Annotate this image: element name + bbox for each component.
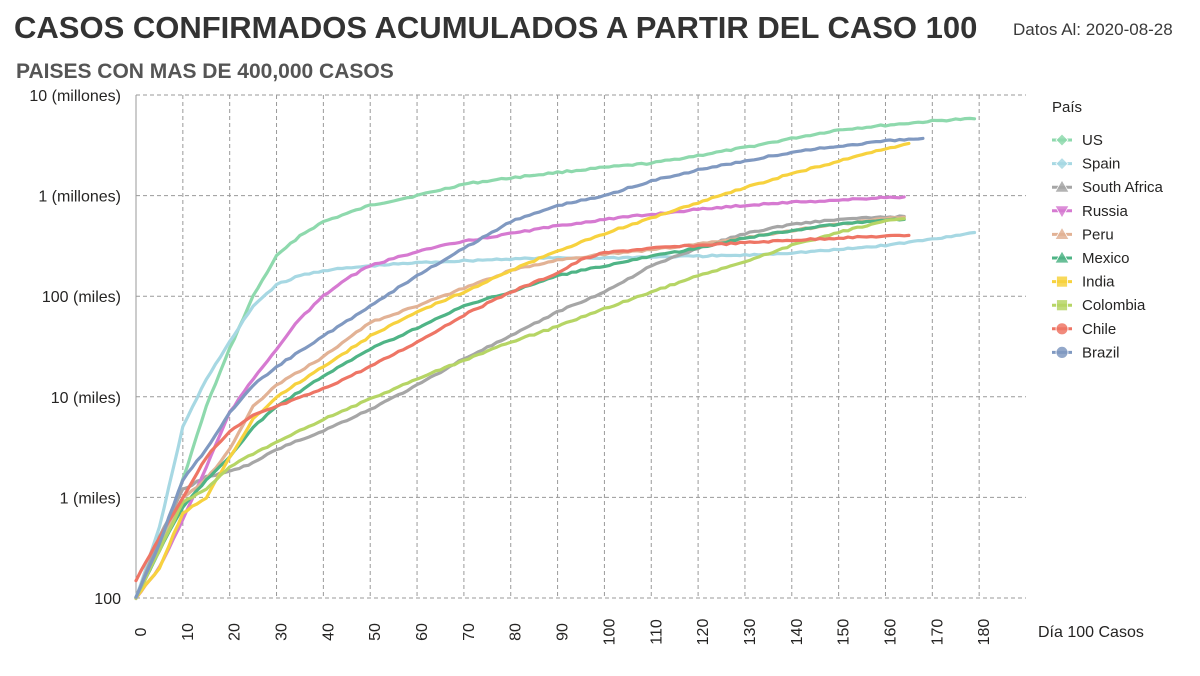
y-tick-label: 100 (miles) (42, 289, 121, 306)
legend-marker-triangle (1054, 226, 1070, 240)
series-line-us (134, 116, 977, 601)
series-line-chile (134, 233, 911, 583)
x-tick-label: 10 (180, 623, 197, 641)
legend-item-brazil (1052, 345, 1072, 359)
legend-label-russia: Russia (1082, 203, 1129, 220)
x-tick-label: 30 (274, 623, 291, 641)
x-tick-label: 120 (695, 619, 712, 646)
legend-label-chile: Chile (1082, 321, 1116, 338)
series-line-russia (134, 195, 906, 600)
x-tick-label: 0 (133, 627, 150, 636)
legend-marker-circle (1055, 322, 1069, 336)
y-tick-label: 10 (millones) (29, 88, 121, 105)
series-line-spain (134, 230, 977, 599)
data-date-label: Datos Al: 2020-08-28 (1013, 20, 1173, 39)
legend-label-peru: Peru (1082, 226, 1114, 243)
legend-item-mexico (1052, 250, 1072, 264)
legend-item-india (1052, 275, 1072, 288)
series-line-south-africa (134, 214, 906, 600)
legend-title: País (1052, 99, 1082, 116)
x-tick-label: 140 (789, 619, 806, 646)
series-lines (134, 116, 977, 601)
x-tick-label: 100 (601, 619, 618, 646)
x-tick-label: 50 (367, 623, 384, 641)
axes: 0 10 20 30 40 50 60 70 80 90 100 110 120 130 140 150 160… (29, 88, 1143, 645)
series-line-brazil (134, 136, 925, 599)
legend-label-spain: Spain (1082, 156, 1120, 173)
chart-subtitle: PAISES CON MAS DE 400,000 CASOS (16, 60, 394, 83)
legend-marker-diamond (1055, 157, 1069, 171)
legend-marker-square (1056, 299, 1068, 312)
legend-item-south-africa (1052, 179, 1072, 193)
x-tick-label: 40 (320, 623, 337, 641)
legend-label-brazil: Brazil (1082, 344, 1120, 361)
legend-item-spain (1052, 157, 1072, 171)
series-line-colombia (134, 217, 906, 600)
y-tick-label: 100 (94, 591, 121, 608)
y-tick-label: 1 (millones) (38, 189, 121, 206)
legend-label-us: US (1082, 132, 1103, 149)
series-line-peru (134, 215, 906, 601)
legend-label-mexico: Mexico (1082, 250, 1130, 267)
x-tick-label: 160 (882, 619, 899, 646)
y-tick-label: 1 (miles) (60, 490, 121, 507)
series-line-india (134, 141, 911, 600)
x-tick-label: 110 (648, 619, 665, 645)
legend-item-russia (1052, 205, 1072, 219)
legend-marker-triangle-down (1054, 205, 1070, 219)
x-tick-label: 170 (929, 619, 946, 646)
x-tick-label: 130 (742, 619, 759, 646)
legend-marker-triangle (1054, 250, 1070, 264)
legend-marker-square (1056, 275, 1068, 288)
x-tick-label: 60 (414, 623, 431, 641)
x-tick-label: 80 (508, 623, 525, 641)
x-tick-label: 90 (555, 623, 572, 641)
x-tick-label: 20 (227, 623, 244, 641)
grid-lines (136, 94, 1026, 599)
x-axis-title: Día 100 Casos (1038, 624, 1144, 641)
legend-marker-diamond (1055, 133, 1069, 147)
x-tick-label: 150 (836, 619, 853, 646)
x-tick-label: 70 (461, 623, 478, 641)
legend-label-india: India (1082, 274, 1115, 291)
legend-item-us (1052, 133, 1072, 147)
x-tick-label: 180 (976, 619, 993, 646)
chart-title: CASOS CONFIRMADOS ACUMULADOS A PARTIR DE… (14, 10, 978, 45)
y-tick-label: 10 (miles) (51, 390, 121, 407)
legend-marker-circle (1055, 345, 1069, 359)
legend-marker-triangle (1054, 179, 1070, 193)
legend-item-chile (1052, 322, 1072, 336)
legend-item-colombia (1052, 299, 1072, 312)
legend-label-south-africa: South Africa (1082, 179, 1164, 196)
legend-item-peru (1052, 226, 1072, 240)
legend-label-colombia: Colombia (1082, 297, 1146, 314)
